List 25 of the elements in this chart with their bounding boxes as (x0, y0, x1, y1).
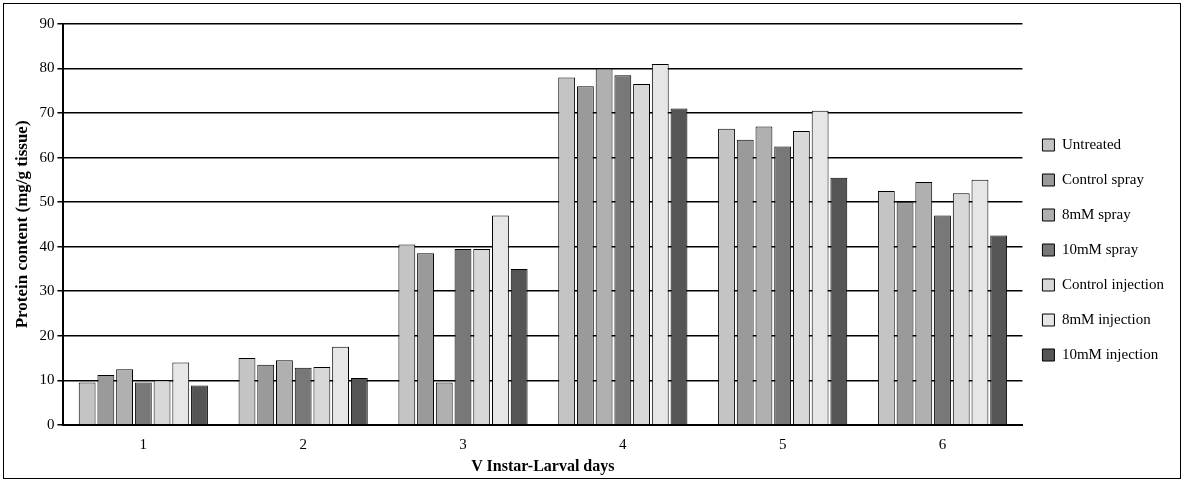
x-tick-label: 2 (299, 435, 307, 452)
y-tick-label: 0 (46, 415, 55, 432)
y-axis-title: Protein content (mg/g tissue) (11, 120, 31, 329)
legend-label: 8mM spray (1061, 205, 1132, 222)
y-tick-label: 70 (39, 104, 55, 120)
x-axis-title: V Instar-Larval days (471, 456, 615, 475)
y-tick-label: 80 (39, 59, 55, 76)
legend-label: Control spray (1061, 170, 1145, 187)
x-tick-label: 5 (778, 435, 787, 452)
y-tick-label: 40 (39, 237, 55, 254)
y-tick-label: 50 (39, 193, 55, 210)
y-tick-label: 60 (39, 148, 55, 165)
x-tick-label: 4 (619, 435, 628, 452)
legend-label: 8mM injection (1061, 310, 1152, 327)
legend-label: 10mM spray (1061, 240, 1139, 257)
x-tick-label: 1 (139, 435, 148, 452)
y-tick-label: 90 (39, 14, 55, 31)
x-tick-label: 6 (938, 435, 947, 452)
x-tick-label: 3 (459, 435, 467, 452)
legend-label: Control injection (1061, 275, 1165, 292)
y-tick-label: 30 (39, 282, 55, 299)
y-tick-label: 10 (39, 371, 55, 388)
legend-label: Untreated (1061, 135, 1122, 152)
legend-label: 10mM injection (1061, 345, 1159, 362)
y-tick-label: 20 (39, 326, 55, 343)
